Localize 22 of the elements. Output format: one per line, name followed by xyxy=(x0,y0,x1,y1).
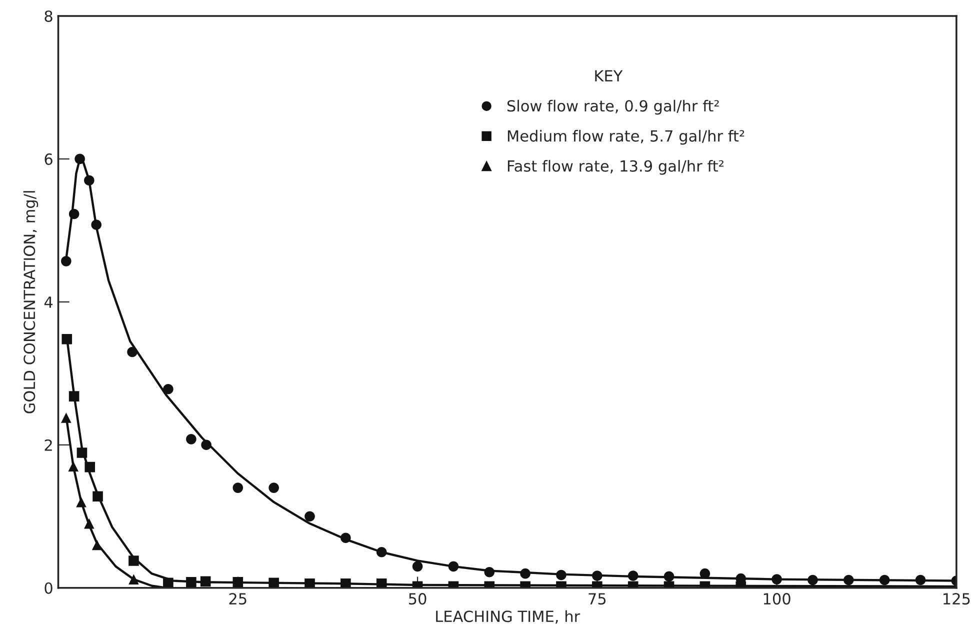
x-tick-label: 75 xyxy=(588,593,606,605)
x-tick-label: 125 xyxy=(944,593,970,605)
legend-label: Slow flow rate, 0.9 gal/hr ft² xyxy=(507,100,719,115)
point xyxy=(186,434,196,444)
y-axis-title: GOLD CONCENTRATION, mg/l xyxy=(23,191,38,414)
legend-title: KEY xyxy=(595,70,623,82)
x-axis-title: LEACHING TIME, hr xyxy=(436,610,580,624)
y-tick-label: 2 xyxy=(44,439,52,451)
legend-label: Medium flow rate, 5.7 gal/hr ft² xyxy=(508,130,744,145)
y-tick-label: 6 xyxy=(44,153,52,165)
point xyxy=(412,561,423,572)
y-tick-label: 8 xyxy=(44,10,52,22)
x-tick-label: 25 xyxy=(229,593,246,605)
point xyxy=(268,482,279,493)
x-tick-label: 100 xyxy=(764,593,790,605)
y-tick-label: 4 xyxy=(44,296,53,308)
x-tick-label: 50 xyxy=(408,593,426,605)
point xyxy=(163,384,174,394)
point xyxy=(232,482,244,493)
y-tick-label: 0 xyxy=(44,582,52,594)
legend-label: Fast flow rate, 13.9 gal/hr ft² xyxy=(508,160,724,175)
point xyxy=(304,511,315,522)
